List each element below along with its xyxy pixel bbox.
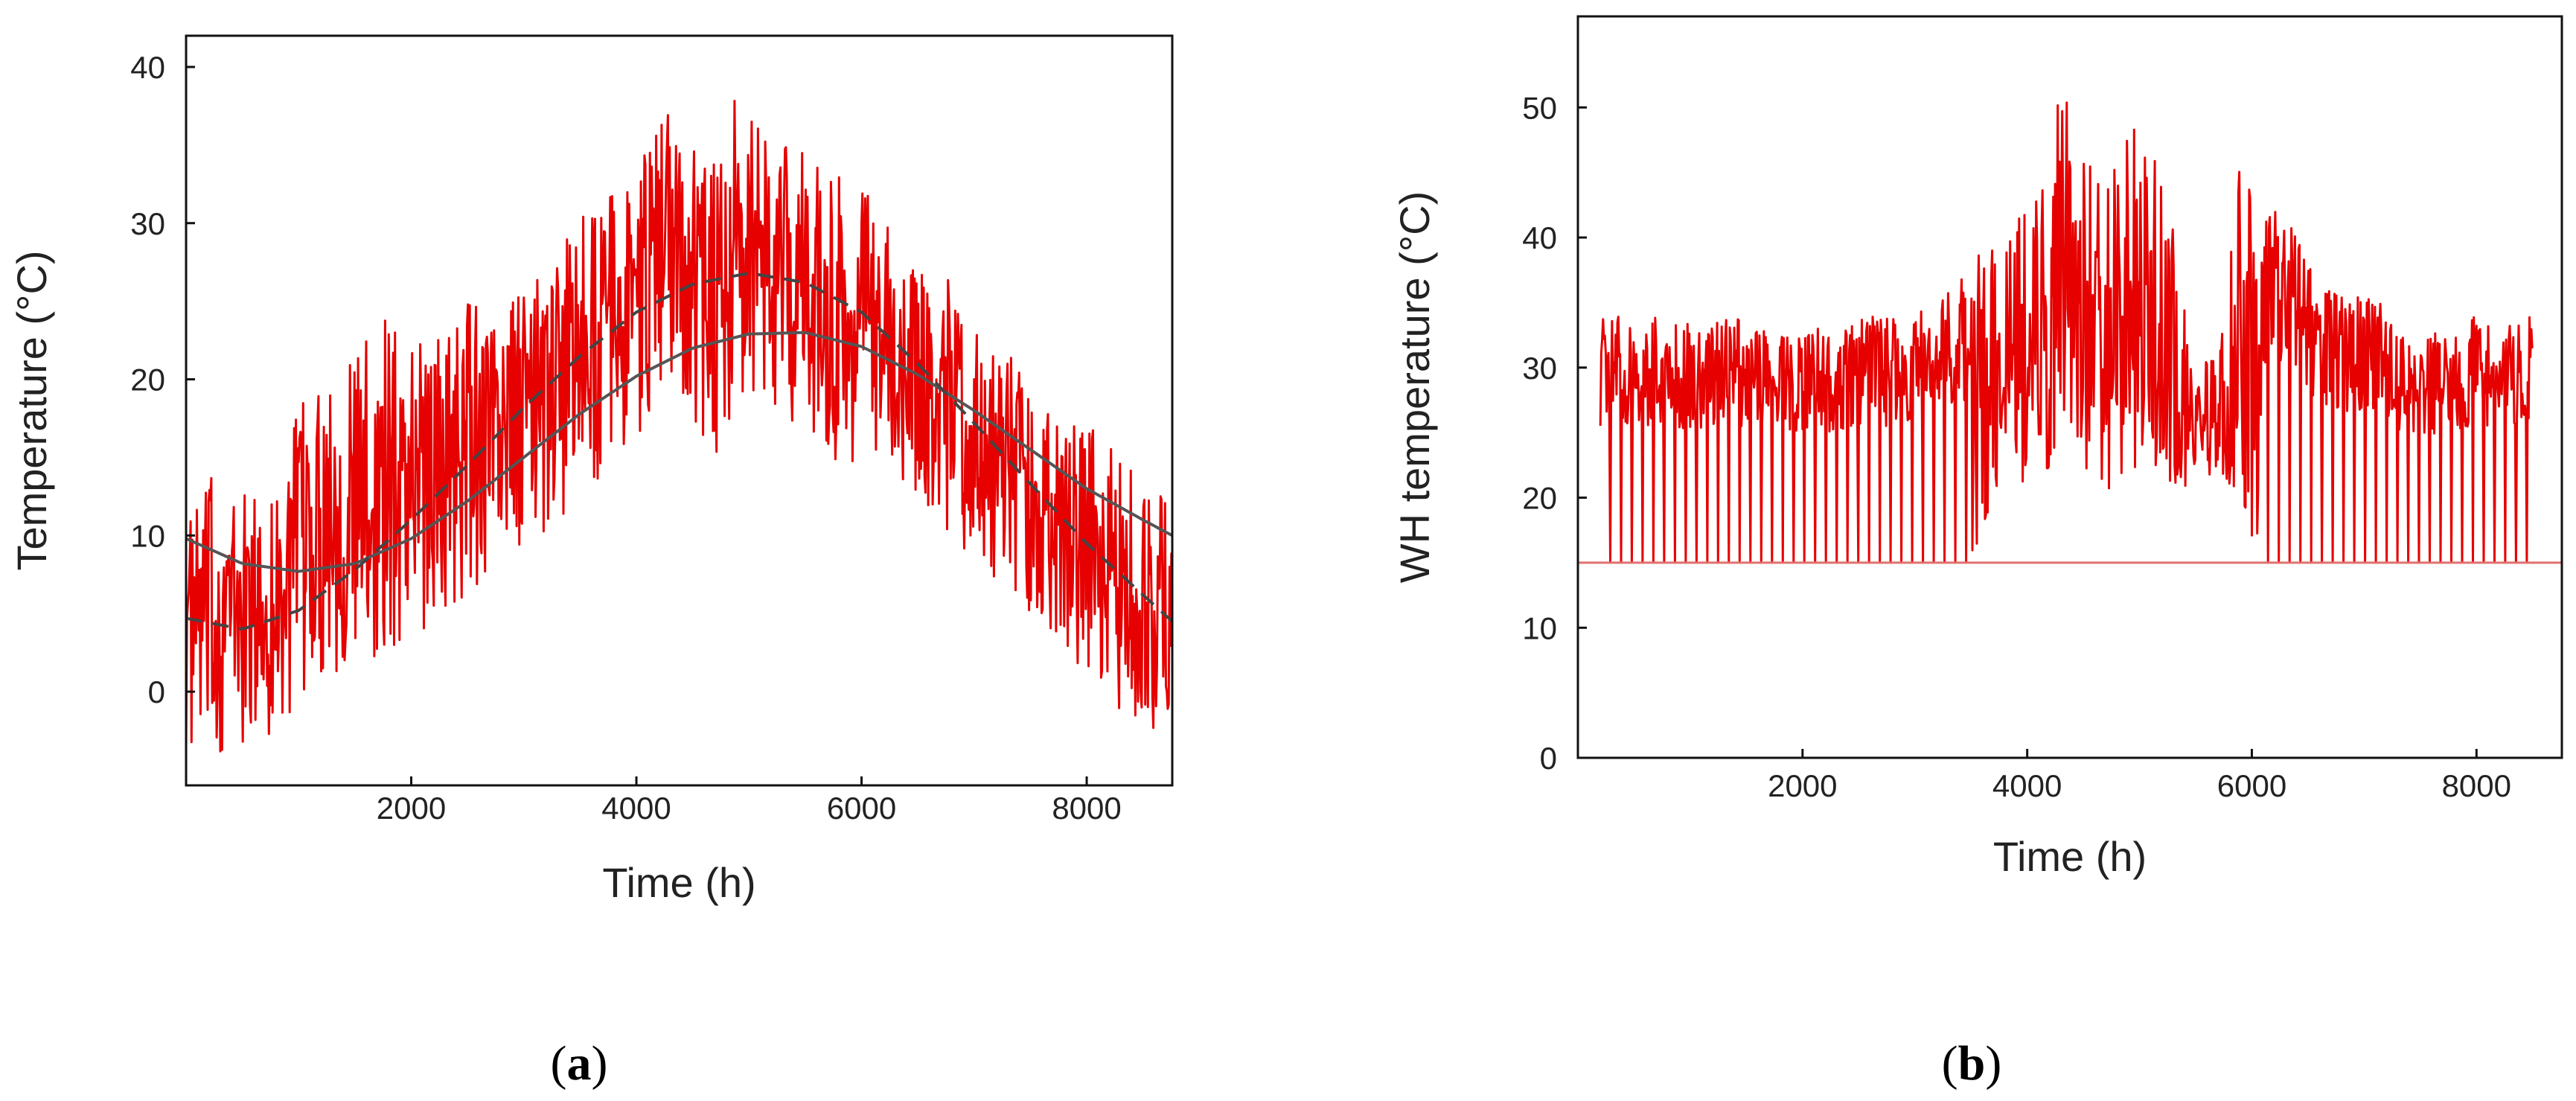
chart-b-y-tick-label-5: 50	[1522, 90, 1557, 125]
chart-a-plot-frame	[185, 34, 1174, 787]
chart-a-x-tick-label-2: 6000	[827, 791, 896, 826]
chart-a-temperature: 2000 4000 6000 8000 0 10 20 30 40 Time (h) Tempera…	[8, 34, 1174, 906]
chart-b-x-tick-label-3: 8000	[2442, 768, 2511, 803]
chart-b-y-axis-title: WH temperature (°C)	[1391, 191, 1438, 583]
chart-a-series-1	[185, 331, 1173, 573]
chart-b-y-tick-label-2: 20	[1522, 481, 1557, 516]
chart-a-y-tick-label-0: 0	[148, 674, 165, 709]
chart-b-y-tick-label-3: 30	[1522, 351, 1557, 386]
chart-a-y-axis-title: Temperature (°C)	[8, 250, 55, 570]
chart-b-plot-frame	[1576, 15, 2563, 759]
chart-a-x-axis-title: Time (h)	[602, 859, 755, 906]
chart-b-y-tick-label-0: 0	[1540, 741, 1557, 776]
chart-a-y-tick-label-1: 10	[130, 518, 165, 553]
chart-b-series-0	[1599, 101, 2534, 564]
chart-b-x-tick-label-1: 4000	[1992, 768, 2062, 803]
chart-b-x-axis-title: Time (h)	[1993, 833, 2147, 880]
chart-a-x-tick-label-0: 2000	[377, 791, 446, 826]
chart-b-y-tick-label-4: 40	[1522, 220, 1557, 255]
chart-a-x-tick-label-1: 4000	[601, 791, 671, 826]
chart-b-y-tick-label-1: 10	[1522, 610, 1557, 645]
chart-a-y-tick-label-4: 40	[130, 50, 165, 85]
caption-b: (b)	[1942, 1036, 2002, 1091]
chart-a-series-0	[185, 100, 1174, 753]
chart-a-x-tick-label-3: 8000	[1052, 791, 1121, 826]
chart-b-x-tick-label-0: 2000	[1768, 768, 1837, 803]
caption-a: (a)	[551, 1036, 608, 1091]
chart-b-x-tick-label-2: 6000	[2217, 768, 2286, 803]
chart-b-wh-temperature: 2000 4000 6000 8000 0 10 20 30 40 50 Time (h) WH te…	[1391, 15, 2563, 880]
chart-a-y-tick-label-2: 20	[130, 363, 165, 398]
chart-a-y-tick-label-3: 30	[130, 206, 165, 241]
